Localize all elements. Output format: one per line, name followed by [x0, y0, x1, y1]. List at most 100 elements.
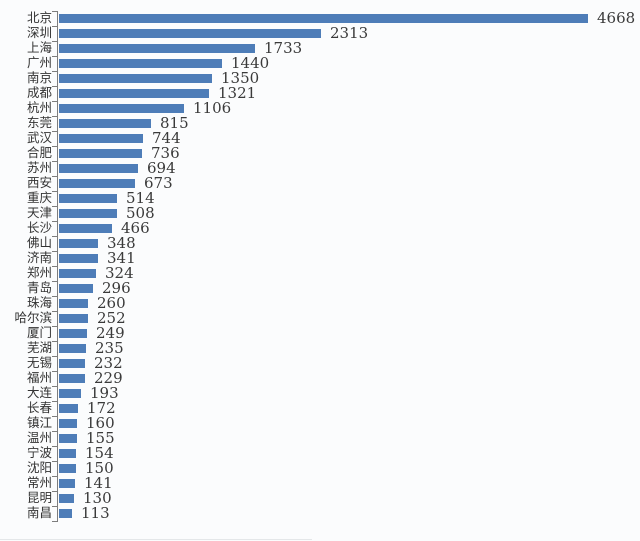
category-label: 常州	[26, 476, 52, 491]
value-label: 113	[81, 504, 110, 522]
axis-tick	[52, 370, 57, 372]
bar	[59, 344, 86, 353]
value-label: 324	[105, 264, 134, 282]
bar	[59, 269, 96, 278]
value-label: 296	[102, 279, 131, 297]
category-label: 天津	[26, 206, 52, 221]
category-label: 成都	[26, 86, 52, 101]
bar	[59, 239, 98, 248]
value-label: 348	[107, 234, 136, 252]
category-label: 上海	[26, 41, 52, 56]
value-label: 252	[97, 309, 126, 327]
value-label: 341	[107, 249, 136, 267]
value-label: 673	[144, 174, 173, 192]
axis-tick	[52, 415, 57, 417]
axis-tick-bottom	[52, 521, 57, 522]
bar	[59, 14, 588, 23]
chart-rows: 北京 4668 深圳 2313 上海 1733 广州 1440 南京 1350 成都 1321 杭州 11…	[0, 9, 640, 522]
value-label: 466	[121, 219, 150, 237]
axis-tick	[52, 40, 57, 42]
category-label: 武汉	[26, 131, 52, 146]
category-label: 长沙	[26, 221, 52, 236]
chart-row: 长沙 466	[0, 219, 640, 237]
bar	[59, 404, 78, 413]
bar	[59, 434, 77, 443]
bar	[59, 284, 93, 293]
value-label: 160	[86, 414, 115, 432]
axis-tick	[52, 205, 57, 207]
chart-row: 昆明 130	[0, 489, 640, 507]
axis-tick	[52, 325, 57, 327]
axis-tick	[52, 235, 57, 237]
category-label: 苏州	[26, 161, 52, 176]
axis-tick	[52, 190, 57, 192]
bar	[59, 104, 184, 113]
bar	[59, 479, 75, 488]
bar	[59, 419, 77, 428]
value-label: 744	[152, 129, 181, 147]
chart-row: 常州 141	[0, 474, 640, 492]
category-label: 深圳	[26, 26, 52, 41]
value-label: 2313	[330, 24, 369, 42]
value-label: 172	[87, 399, 116, 417]
axis-tick	[52, 445, 57, 447]
chart-row: 成都 1321	[0, 85, 640, 101]
chart-row: 天津 508	[0, 204, 640, 222]
bar	[59, 209, 117, 218]
bar	[59, 119, 151, 128]
category-label: 芜湖	[26, 341, 52, 356]
bar	[59, 254, 98, 263]
value-label: 229	[94, 369, 123, 387]
bar	[59, 179, 135, 188]
category-label: 重庆	[26, 191, 52, 206]
category-label: 西安	[26, 176, 52, 191]
axis-tick	[52, 280, 57, 282]
value-label: 1350	[221, 69, 260, 87]
bar	[59, 29, 321, 38]
bar	[59, 59, 222, 68]
chart-row: 宁波 154	[0, 445, 640, 461]
chart-row: 郑州 324	[0, 264, 640, 282]
y-axis-line	[57, 11, 58, 522]
chart-row: 西安 673	[0, 174, 640, 192]
value-label: 4668	[597, 9, 636, 27]
bar	[59, 299, 88, 308]
bar	[59, 449, 76, 458]
chart-row: 温州 155	[0, 430, 640, 446]
axis-tick	[52, 130, 57, 132]
value-label: 130	[83, 489, 112, 507]
bar	[59, 44, 255, 53]
axis-tick	[52, 265, 57, 267]
category-label: 北京	[26, 11, 52, 26]
bar	[59, 149, 142, 158]
chart-row: 广州 1440	[0, 55, 640, 71]
axis-tick	[52, 250, 57, 252]
value-label: 736	[151, 144, 180, 162]
value-label: 141	[84, 474, 113, 492]
axis-tick	[52, 460, 57, 462]
chart-row: 厦门 249	[0, 325, 640, 341]
category-label: 珠海	[26, 296, 52, 311]
category-label: 无锡	[26, 356, 52, 371]
axis-tick	[52, 160, 57, 162]
axis-tick	[52, 70, 57, 72]
bar	[59, 359, 85, 368]
chart-row: 珠海 260	[0, 295, 640, 311]
category-label: 杭州	[26, 101, 52, 116]
chart-row: 青岛 296	[0, 279, 640, 297]
axis-tick	[52, 115, 57, 117]
chart-row: 长春 172	[0, 399, 640, 417]
category-label: 南昌	[26, 506, 52, 521]
value-label: 694	[147, 159, 176, 177]
value-label: 514	[126, 189, 155, 207]
chart-row: 东莞 815	[0, 115, 640, 131]
axis-tick	[52, 100, 57, 102]
chart-row: 芜湖 235	[0, 340, 640, 356]
category-label: 佛山	[26, 236, 52, 251]
chart-row: 济南 341	[0, 249, 640, 267]
value-label: 508	[126, 204, 155, 222]
chart-row: 无锡 232	[0, 355, 640, 371]
chart-row: 镇江 160	[0, 414, 640, 432]
axis-tick	[52, 295, 57, 297]
chart-row: 大连 193	[0, 385, 640, 401]
